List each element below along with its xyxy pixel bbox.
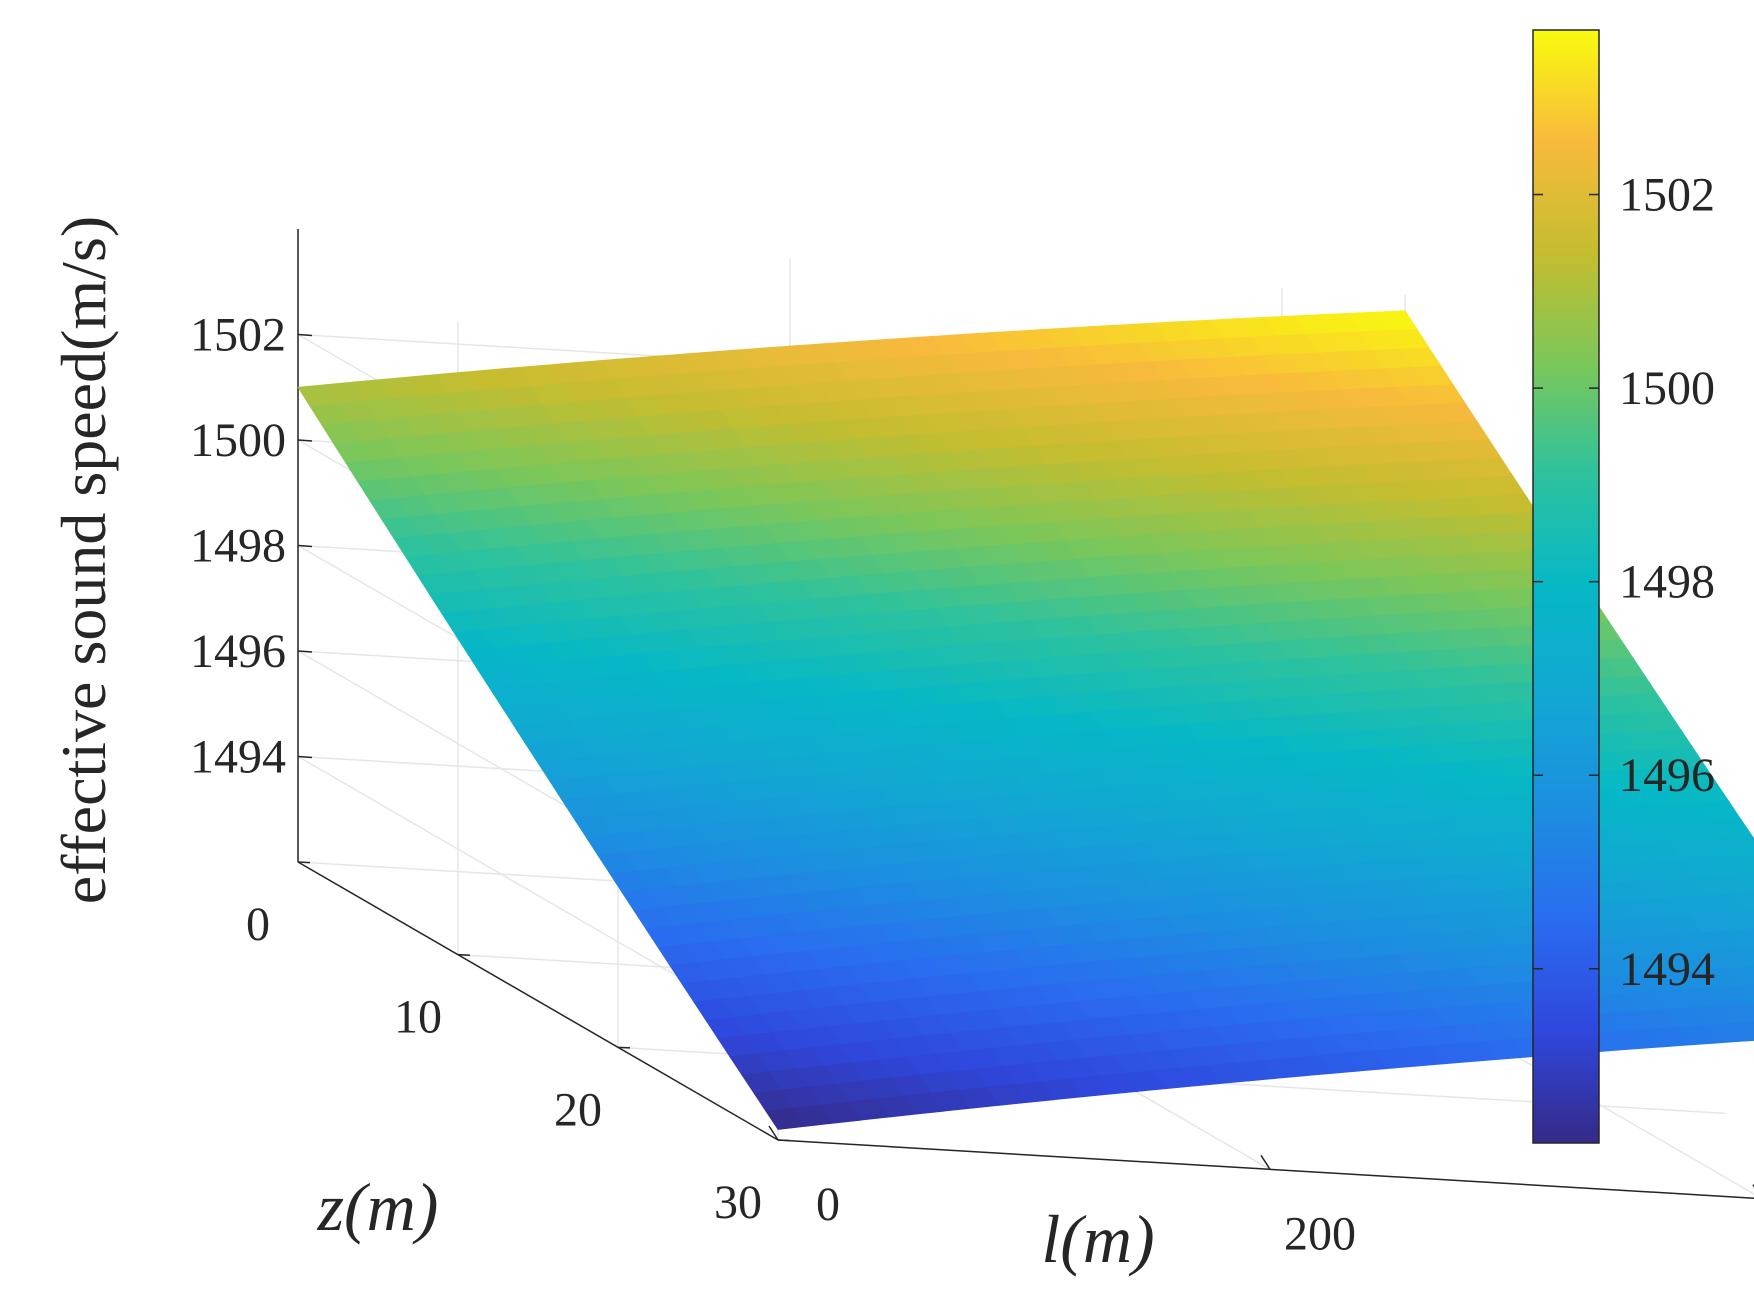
colorbar: 1494 1496 1498 1500 1502 xyxy=(1532,29,1715,1144)
colorbar-tick-label: 1494 xyxy=(1619,943,1715,996)
z-tick-mark xyxy=(297,755,313,759)
z-tick-mark xyxy=(297,333,313,337)
colorbar-tick-label: 1498 xyxy=(1619,556,1715,609)
y-axis-line xyxy=(297,861,779,1141)
z-tick-mark xyxy=(297,439,313,442)
surface-patch xyxy=(1720,874,1754,895)
z-tick-mark xyxy=(297,544,313,548)
z-tick-label: 1496 xyxy=(190,625,286,678)
y-tick-mark xyxy=(457,953,471,957)
z-tick-mark xyxy=(297,650,313,653)
surface-patch xyxy=(1717,911,1754,932)
y-tick-mark xyxy=(297,861,311,864)
surface-patch xyxy=(1748,873,1754,883)
z-tick-label: 1500 xyxy=(190,414,286,467)
surface-patch xyxy=(1725,966,1754,987)
z-tick-label: 1502 xyxy=(190,309,286,362)
surface-patch xyxy=(1741,947,1754,968)
y-tick-label: 10 xyxy=(394,991,442,1044)
x-tick-label: 200 xyxy=(1284,1207,1356,1260)
y-tick-mark xyxy=(617,1046,631,1049)
y-tick-label: 0 xyxy=(246,898,270,951)
z-axis-title: effective sound speed(m/s) xyxy=(48,216,119,904)
colorbar-tick-label: 1496 xyxy=(1619,749,1715,802)
colorbar-tick-label: 1500 xyxy=(1619,362,1715,415)
x-axis-title: l(m) xyxy=(1041,1201,1154,1277)
surface-patch xyxy=(1736,855,1754,875)
surface xyxy=(297,310,1754,1130)
y-tick-label: 20 xyxy=(554,1083,602,1136)
surface-patch xyxy=(1721,1003,1754,1024)
z-tick-label: 1494 xyxy=(190,731,286,784)
z-tick-label: 1498 xyxy=(190,520,286,573)
y-tick-label: 30 xyxy=(714,1176,762,1229)
x-tick-mark xyxy=(1260,1154,1271,1170)
axes xyxy=(297,229,1754,1199)
colorbar-bar xyxy=(1532,29,1600,1144)
x-axis-line xyxy=(777,1139,1754,1199)
surface-patch xyxy=(1724,836,1754,858)
x-tick-label: 0 xyxy=(816,1178,840,1231)
y-tick-mark xyxy=(777,1139,791,1142)
surface-patch xyxy=(1732,892,1754,913)
grid-line-z xyxy=(777,1139,1754,1199)
y-axis-title: z(m) xyxy=(317,1169,439,1245)
surface-patch xyxy=(1737,984,1754,1005)
x-tick-mark xyxy=(768,1125,779,1141)
tick-labels: 1494149614981500150201020300200400 xyxy=(190,309,1356,1261)
surface-patch xyxy=(1749,1003,1754,1010)
surface-patch xyxy=(1729,929,1754,950)
surface-patch xyxy=(1733,1021,1754,1042)
colorbar-tick-label: 1502 xyxy=(1619,169,1715,222)
